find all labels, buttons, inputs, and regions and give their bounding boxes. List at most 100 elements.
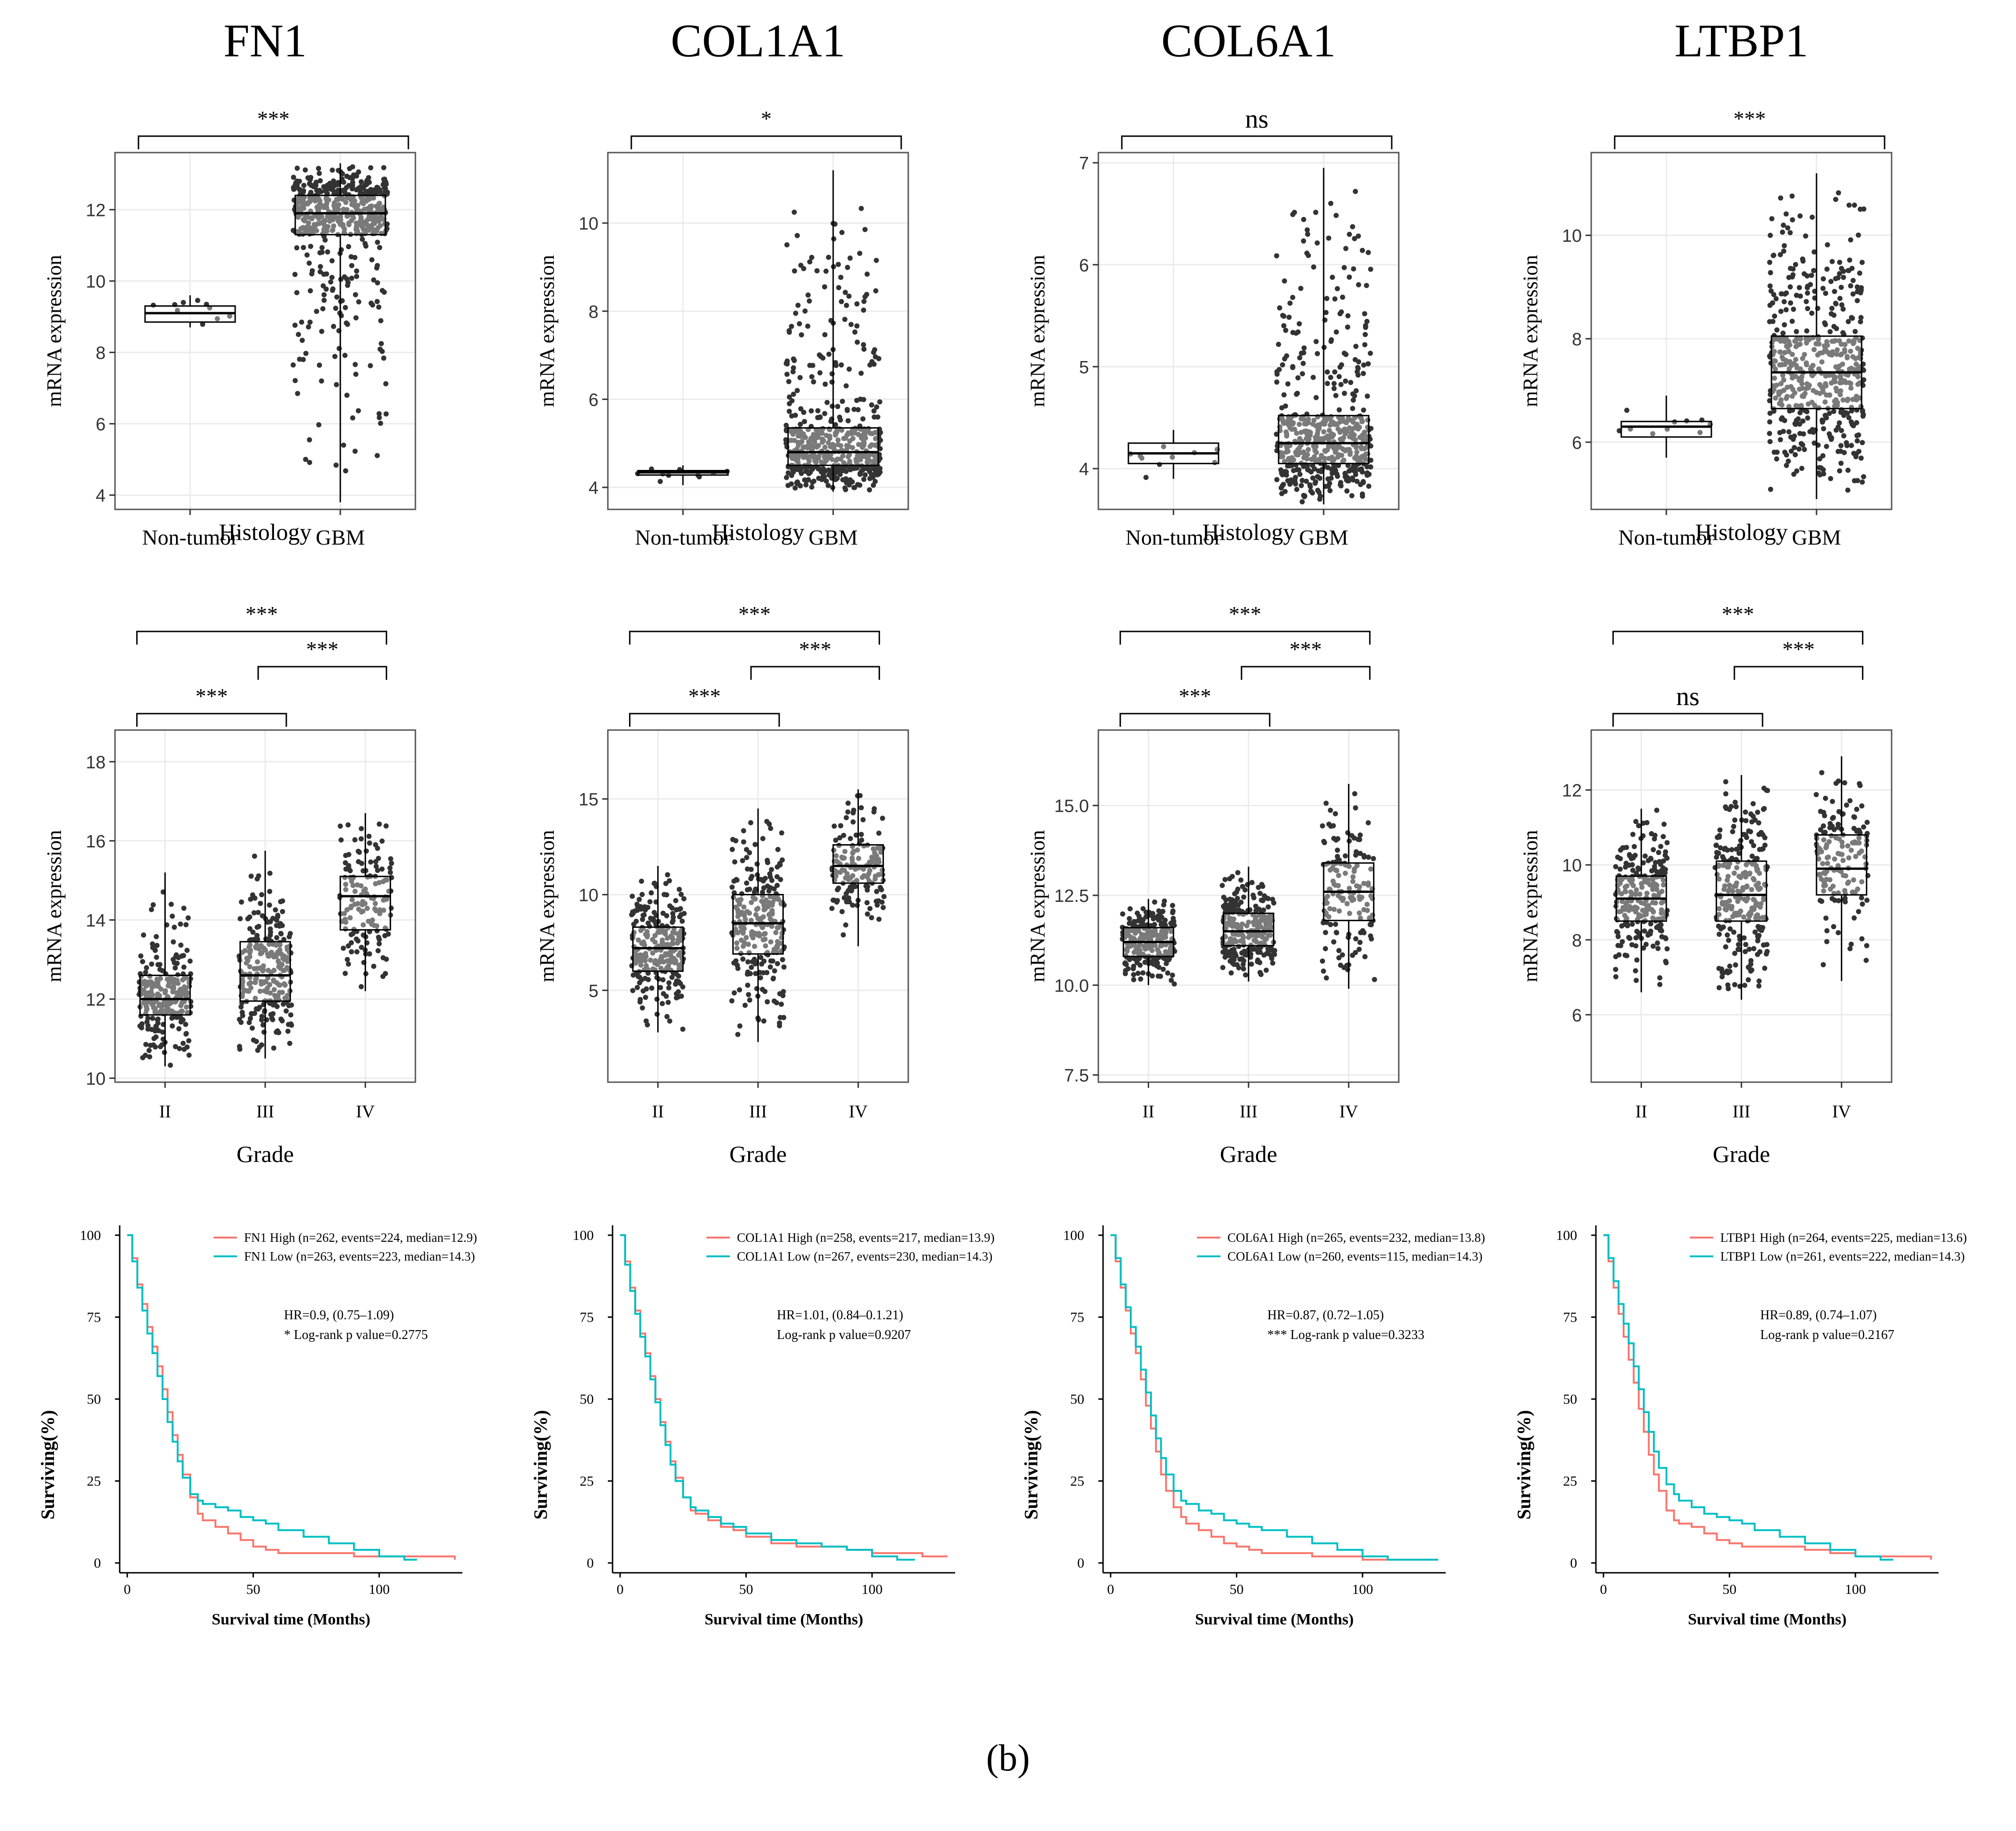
data-point [320, 219, 325, 225]
y-tick-label: 4 [589, 478, 598, 498]
data-point [316, 202, 322, 208]
data-point [777, 1020, 782, 1026]
data-point [1238, 877, 1244, 883]
data-point [349, 276, 354, 281]
data-point [380, 215, 385, 221]
x-axis-label: Grade [237, 1141, 294, 1167]
data-point [376, 937, 382, 942]
data-point [1150, 973, 1155, 979]
x-axis-label: Grade [1713, 1141, 1770, 1167]
data-point [1290, 212, 1295, 217]
data-point [1222, 877, 1228, 882]
data-point [366, 197, 371, 202]
y-tick-label: 15.0 [1054, 797, 1089, 816]
data-point [1820, 962, 1826, 968]
data-point [1752, 929, 1758, 935]
data-point [1283, 449, 1289, 455]
data-point [179, 1017, 184, 1023]
data-point [847, 477, 853, 483]
data-point [1311, 264, 1317, 270]
data-point [370, 302, 376, 308]
data-point [1767, 319, 1772, 324]
data-point [779, 830, 784, 836]
data-point [1323, 800, 1329, 806]
significance-label: *** [245, 602, 278, 626]
significance-label: *** [1179, 684, 1211, 708]
data-point [312, 222, 317, 227]
data-point [1274, 369, 1280, 375]
data-point [1736, 942, 1741, 947]
data-point [760, 970, 766, 976]
data-point [742, 1002, 748, 1008]
data-point [1320, 823, 1325, 829]
data-point [1303, 421, 1309, 427]
data-point [256, 873, 261, 879]
data-point [321, 226, 327, 232]
data-point [744, 866, 750, 872]
data-point [342, 353, 348, 358]
data-point [1135, 970, 1141, 976]
data-point [367, 840, 372, 846]
data-point [1276, 342, 1281, 347]
data-point [1849, 315, 1854, 320]
data-point [1347, 274, 1352, 280]
data-point [334, 294, 340, 300]
data-point [639, 892, 645, 897]
data-point [843, 303, 849, 308]
data-point [375, 280, 380, 285]
data-point [1615, 854, 1620, 860]
data-point [1171, 918, 1176, 923]
data-point [1848, 237, 1854, 243]
data-point [1847, 257, 1853, 263]
data-point [759, 986, 765, 992]
data-point [746, 992, 751, 997]
data-point [1230, 956, 1235, 961]
data-point [375, 185, 381, 191]
data-point [316, 170, 322, 176]
data-point [867, 906, 873, 911]
data-point [1799, 441, 1804, 446]
y-axis-label: mRNA expression [43, 830, 66, 982]
data-point [744, 880, 750, 886]
significance-label: *** [195, 684, 228, 708]
data-point [1831, 408, 1836, 414]
data-point [1270, 960, 1275, 966]
data-point [308, 183, 314, 188]
box-GBM [783, 170, 883, 492]
data-point [729, 846, 735, 852]
data-point [1297, 471, 1303, 477]
data-point [1654, 808, 1660, 813]
data-point [178, 942, 184, 948]
data-point [1716, 923, 1721, 929]
data-point [155, 1016, 161, 1022]
data-point [1793, 262, 1798, 267]
data-point [1661, 834, 1666, 839]
data-point [845, 265, 851, 270]
data-point [737, 987, 742, 992]
data-point [830, 897, 836, 903]
data-point [150, 902, 156, 908]
data-point [1846, 202, 1852, 208]
data-point [354, 949, 360, 954]
data-point [1295, 329, 1301, 335]
data-point [831, 823, 837, 829]
data-point [334, 382, 339, 387]
data-point [644, 986, 649, 992]
data-point [140, 1055, 146, 1061]
data-point [146, 1048, 152, 1053]
data-point [1149, 960, 1155, 965]
panel-border [607, 152, 909, 510]
data-point [1280, 472, 1285, 477]
box-II [1119, 898, 1177, 987]
data-point [1353, 469, 1358, 475]
data-point [1634, 957, 1640, 963]
data-point [181, 300, 186, 305]
data-point [359, 945, 364, 950]
data-point [802, 444, 807, 450]
data-point [829, 906, 835, 911]
x-axis-label: Grade [729, 1141, 787, 1167]
y-tick-label: 7.5 [1064, 1066, 1089, 1086]
data-point [630, 972, 636, 978]
data-point [1331, 457, 1337, 462]
data-point [780, 993, 786, 999]
